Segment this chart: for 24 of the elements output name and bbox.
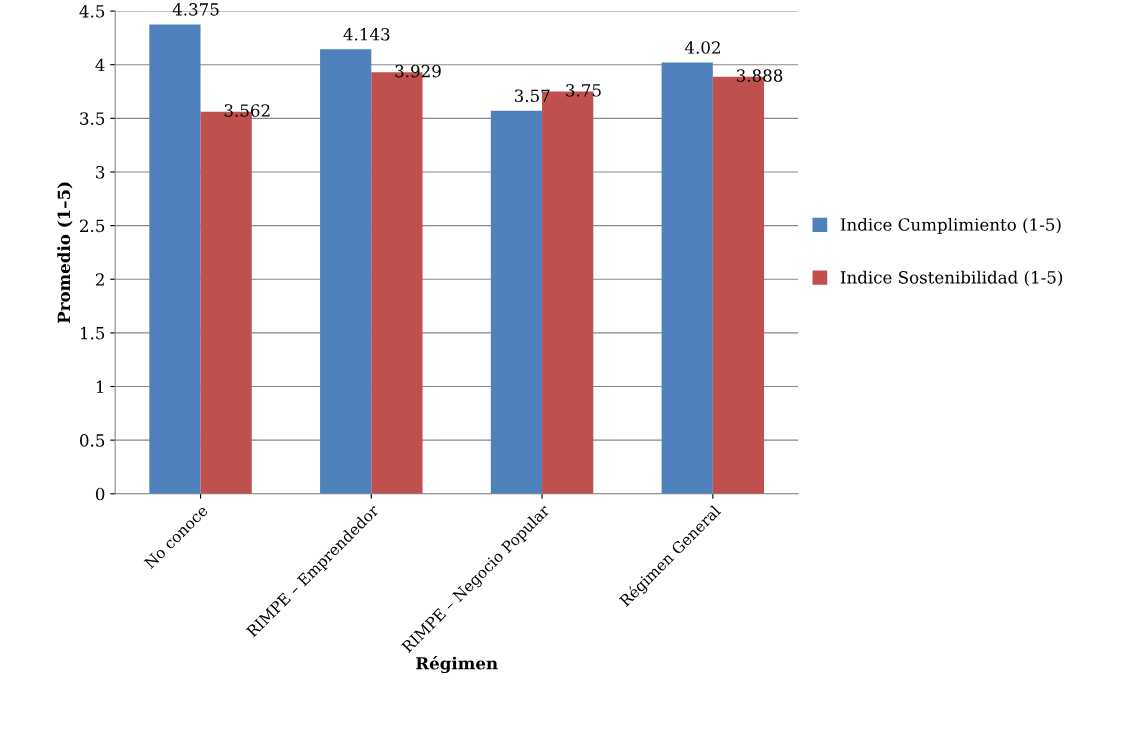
bar bbox=[490, 110, 543, 494]
legend-label: Indice Cumplimiento (1-5) bbox=[840, 217, 1061, 235]
data-label: 4.02 bbox=[684, 41, 720, 54]
y-tick-label: 2 bbox=[95, 273, 104, 286]
y-tick-label: 4.5 bbox=[79, 5, 105, 18]
y-tick-label: 0.5 bbox=[80, 434, 105, 447]
data-label: 4.143 bbox=[343, 27, 390, 41]
y-tick-label: 0 bbox=[95, 487, 105, 501]
data-label: 3.562 bbox=[224, 104, 270, 117]
bar bbox=[149, 24, 201, 494]
y-tick-label: 1.5 bbox=[80, 326, 105, 340]
x-axis-title: Régimen bbox=[416, 655, 498, 674]
data-label: 3.929 bbox=[395, 64, 441, 78]
bar bbox=[661, 62, 713, 494]
legend-label: Indice Sostenibilidad (1-5) bbox=[840, 270, 1063, 287]
y-tick-label: 3.5 bbox=[80, 112, 105, 125]
y-tick-label: 2.5 bbox=[80, 219, 105, 233]
y-tick-label: 4 bbox=[95, 58, 105, 72]
y-tick-label: 1 bbox=[96, 380, 104, 393]
data-label: 4.375 bbox=[172, 3, 219, 16]
y-axis-title: Promedio (1–5) bbox=[57, 182, 73, 324]
bar bbox=[320, 49, 372, 494]
data-label: 3.888 bbox=[736, 69, 783, 82]
y-tick-label: 3 bbox=[96, 165, 105, 179]
